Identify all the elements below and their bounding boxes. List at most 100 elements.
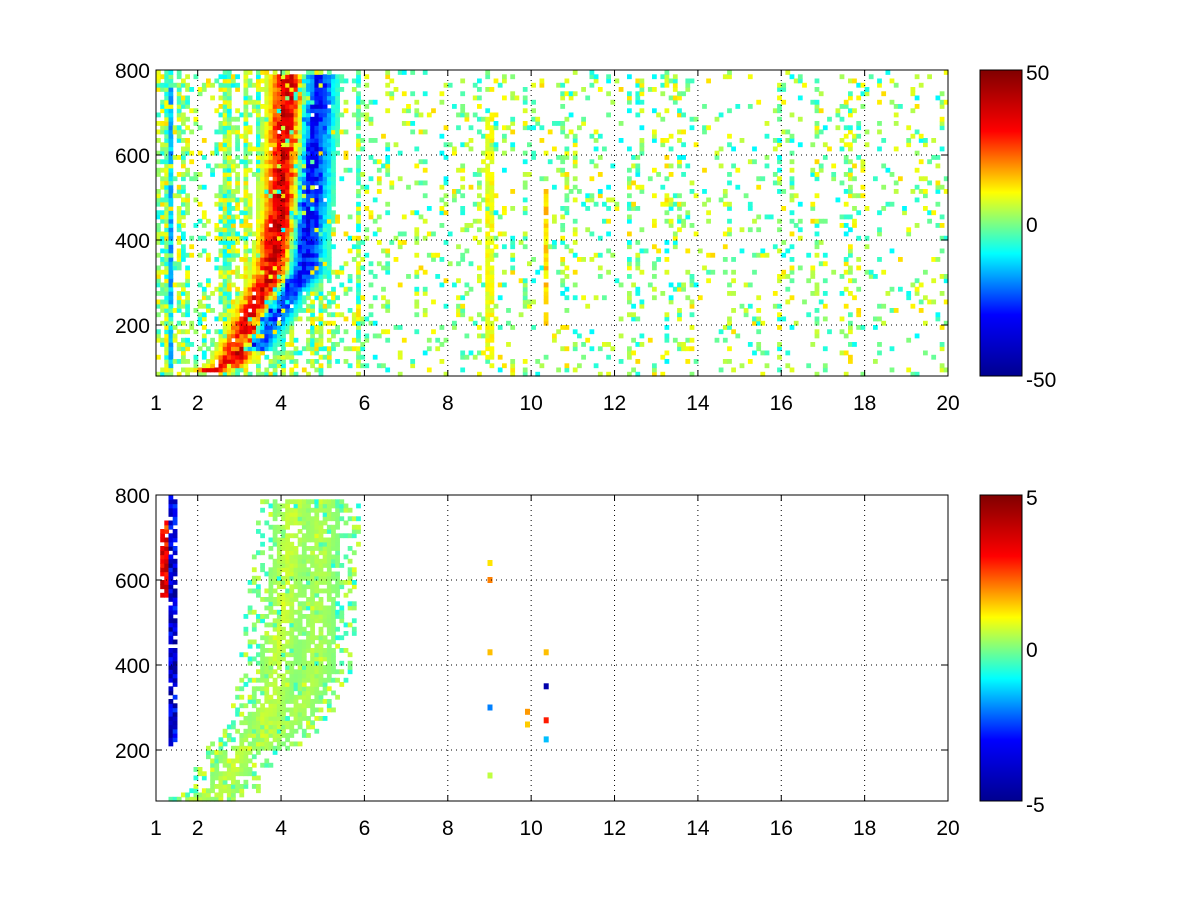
heatmap-cell bbox=[218, 146, 224, 152]
heatmap-cell bbox=[272, 146, 278, 152]
heatmap-cell bbox=[306, 558, 311, 564]
heatmap-cell bbox=[539, 363, 545, 369]
heatmap-cell bbox=[272, 70, 278, 75]
heatmap-cell bbox=[389, 95, 395, 101]
heatmap-cell bbox=[160, 240, 165, 245]
heatmap-cell bbox=[201, 325, 207, 330]
heatmap-cell bbox=[443, 125, 449, 131]
heatmap-cell bbox=[276, 299, 282, 305]
heatmap-cell bbox=[677, 214, 682, 220]
heatmap-cell bbox=[306, 677, 311, 683]
heatmap-cell bbox=[360, 346, 366, 352]
heatmap-cell bbox=[443, 193, 449, 199]
heatmap-cell bbox=[401, 240, 407, 245]
heatmap-cell bbox=[326, 265, 332, 271]
heatmap-cell bbox=[281, 592, 286, 598]
heatmap-cell bbox=[668, 146, 674, 152]
heatmap-cell bbox=[351, 257, 357, 262]
heatmap-cell bbox=[418, 129, 424, 135]
heatmap-cell bbox=[664, 74, 670, 80]
heatmap-cell bbox=[314, 282, 320, 288]
heatmap-cell bbox=[306, 193, 311, 199]
heatmap-cell bbox=[364, 235, 370, 241]
heatmap-cell bbox=[585, 193, 591, 199]
heatmap-cell bbox=[260, 261, 265, 267]
heatmap-cell bbox=[443, 240, 449, 245]
heatmap-cell bbox=[481, 116, 486, 122]
heatmap-cell bbox=[472, 82, 478, 88]
heatmap-cell bbox=[239, 788, 245, 794]
heatmap-cell bbox=[627, 206, 632, 211]
heatmap-cell bbox=[314, 231, 320, 237]
heatmap-cell bbox=[335, 99, 340, 105]
heatmap-cell bbox=[272, 299, 278, 305]
heatmap-cell bbox=[339, 282, 345, 288]
heatmap-cell bbox=[268, 733, 274, 738]
x-tick-label: 2 bbox=[192, 392, 204, 415]
heatmap-cell bbox=[214, 796, 220, 802]
heatmap-cell bbox=[168, 626, 174, 632]
heatmap-cell bbox=[318, 184, 324, 190]
heatmap-cell bbox=[376, 333, 382, 339]
heatmap-cell bbox=[293, 567, 299, 573]
heatmap-cell bbox=[185, 371, 190, 377]
heatmap-cell bbox=[281, 155, 286, 160]
heatmap-cell bbox=[306, 104, 311, 109]
heatmap-cell bbox=[281, 728, 286, 734]
heatmap-cell bbox=[606, 112, 611, 118]
heatmap-cell bbox=[839, 291, 845, 296]
heatmap-cell bbox=[185, 792, 190, 798]
heatmap-cell bbox=[939, 214, 945, 220]
heatmap-cell bbox=[331, 231, 336, 237]
heatmap-cell bbox=[810, 269, 816, 275]
heatmap-cell bbox=[172, 665, 178, 670]
heatmap-cell bbox=[539, 78, 545, 84]
heatmap-cell bbox=[193, 788, 199, 794]
heatmap-cell bbox=[485, 210, 491, 216]
heatmap-cell bbox=[268, 142, 274, 148]
heatmap-cell bbox=[156, 333, 161, 339]
heatmap-cell bbox=[168, 125, 174, 131]
heatmap-cell bbox=[285, 91, 290, 97]
heatmap-cell bbox=[318, 159, 324, 165]
heatmap-cell bbox=[652, 167, 657, 173]
heatmap-cell bbox=[264, 274, 270, 279]
heatmap-cell bbox=[260, 724, 265, 730]
heatmap-cell bbox=[281, 308, 286, 313]
heatmap-cell bbox=[477, 104, 482, 109]
heatmap-cell bbox=[214, 129, 220, 135]
heatmap-cell bbox=[681, 129, 686, 135]
heatmap-cell bbox=[235, 82, 240, 88]
heatmap-cell bbox=[160, 261, 165, 267]
heatmap-cell bbox=[218, 371, 224, 377]
heatmap-cell bbox=[414, 286, 420, 292]
heatmap-cell bbox=[285, 720, 290, 726]
heatmap-cell bbox=[260, 218, 265, 224]
heatmap-cell bbox=[222, 189, 228, 194]
heatmap-cell bbox=[231, 125, 236, 131]
heatmap-cell bbox=[322, 346, 328, 352]
heatmap-cell bbox=[285, 193, 290, 199]
heatmap-cell bbox=[585, 303, 591, 309]
heatmap-cell bbox=[243, 159, 249, 165]
heatmap-cell bbox=[226, 737, 232, 743]
heatmap-cell bbox=[326, 312, 332, 318]
heatmap-cell bbox=[489, 142, 495, 148]
heatmap-cell bbox=[289, 104, 295, 109]
heatmap-cell bbox=[156, 235, 161, 241]
heatmap-cell bbox=[335, 150, 340, 156]
heatmap-cell bbox=[306, 703, 311, 709]
heatmap-cell bbox=[314, 512, 320, 517]
heatmap-cell bbox=[606, 218, 611, 224]
heatmap-cell bbox=[226, 320, 232, 326]
heatmap-cell bbox=[356, 91, 361, 97]
heatmap-cell bbox=[918, 189, 924, 194]
heatmap-cell bbox=[314, 728, 320, 734]
heatmap-cell bbox=[222, 104, 228, 109]
heatmap-cell bbox=[506, 125, 511, 131]
heatmap-cell bbox=[818, 240, 824, 245]
heatmap-cell bbox=[256, 303, 261, 309]
heatmap-cell bbox=[481, 133, 486, 139]
heatmap-cell bbox=[226, 129, 232, 135]
heatmap-cell bbox=[289, 567, 295, 573]
